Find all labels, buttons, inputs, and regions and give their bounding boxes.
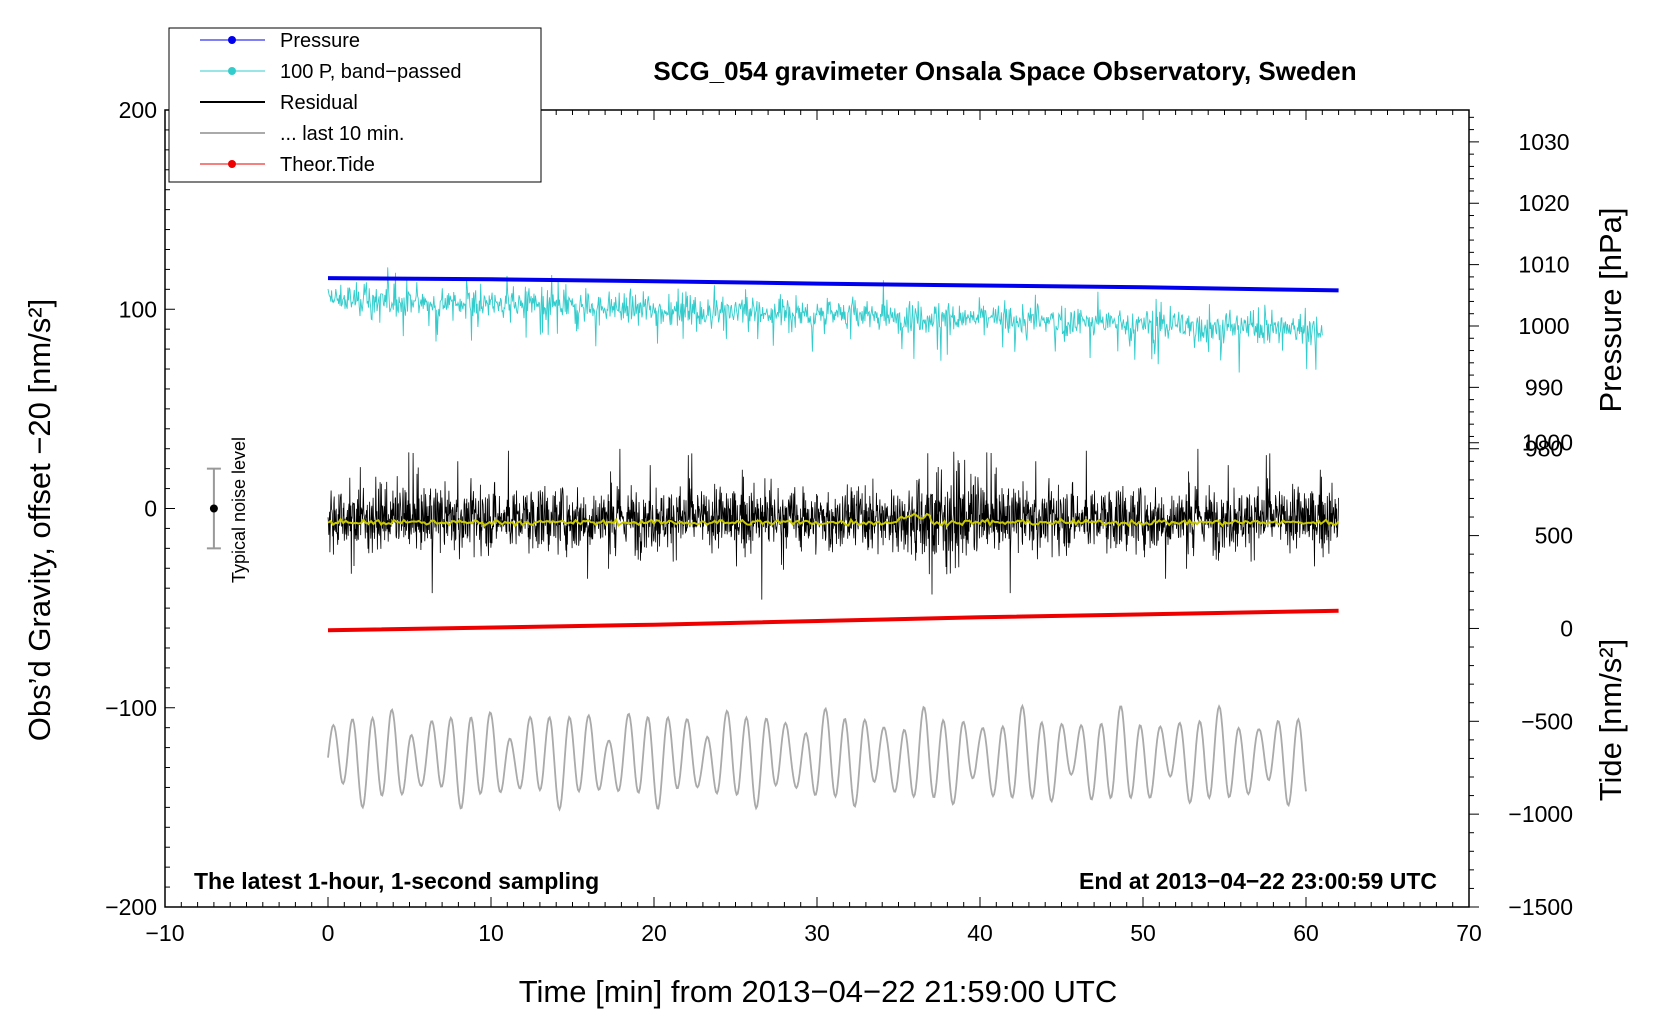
x-tick-label: 60 [1293,920,1319,946]
series-residual-smoothed [327,512,1340,528]
pressure-tick-label: 1010 [1518,252,1569,278]
note-latest-hour: The latest 1-hour, 1-second sampling [194,868,599,894]
legend-marker [228,67,236,75]
tide-tick-label: 500 [1535,523,1573,549]
series-layer [206,267,1340,812]
series-last-10-min [327,703,1307,812]
y-tick-label-left: 200 [119,97,157,123]
x-tick-label: 10 [478,920,504,946]
legend-label: 100 P, band−passed [280,61,461,83]
pressure-tick-label: 980 [1525,436,1563,462]
x-tick-label: 40 [967,920,993,946]
noise-level-label: Typical noise level [229,437,249,583]
legend: Pressure 100 P, band−passed Residual ... la… [168,27,542,183]
legend-label: ... last 10 min. [280,123,405,145]
series-bandpassed-pressure [327,267,1323,373]
noise-bar-center [209,504,218,513]
x-tick-label: 70 [1456,920,1482,946]
legend-marker [228,160,236,168]
ticks: −10 0 10 20 30 40 50 60 702001000−100−2001030102… [105,97,1573,946]
x-tick-label: 30 [804,920,830,946]
pressure-tick-label: 1030 [1518,129,1569,155]
note-end-time: End at 2013−04−22 23:00:59 UTC [1079,868,1437,894]
y-tick-label-left: −200 [105,894,157,920]
chart-title: SCG_054 gravimeter Onsala Space Observat… [653,56,1356,86]
legend-label: Residual [280,92,358,114]
tide-tick-label: −1000 [1508,801,1573,827]
pressure-tick-label: 1000 [1518,313,1569,339]
x-tick-label: 50 [1130,920,1156,946]
y-tick-label-left: −100 [105,695,157,721]
tide-tick-label: −1500 [1508,894,1573,920]
legend-label: Theor.Tide [280,154,375,176]
series-residual [327,448,1339,600]
tide-tick-label: −500 [1521,708,1573,734]
x-tick-label: 20 [641,920,667,946]
series-pressure [327,276,1339,293]
y-axis-label-pressure: Pressure [hPa] [1593,207,1628,412]
x-axis-label: Time [min] from 2013−04−22 21:59:00 UTC [519,974,1118,1009]
y-tick-label-left: 0 [144,496,157,522]
pressure-tick-label: 1020 [1518,190,1569,216]
y-tick-label-left: 100 [119,296,157,322]
legend-marker [228,36,236,44]
y-axis-label-left: Obs’d Gravity, offset −20 [nm/s²] [22,299,57,742]
legend-label: Pressure [280,30,360,52]
legend-box [168,27,542,183]
series-theoretical-tide [327,608,1339,633]
x-tick-label: 0 [322,920,335,946]
x-tick-label: −10 [145,920,184,946]
tide-tick-label: 0 [1560,615,1573,641]
tide-tick-label: 1000 [1522,430,1573,456]
y-axis-label-tide: Tide [nm/s²] [1593,639,1628,802]
pressure-tick-label: 990 [1525,374,1563,400]
